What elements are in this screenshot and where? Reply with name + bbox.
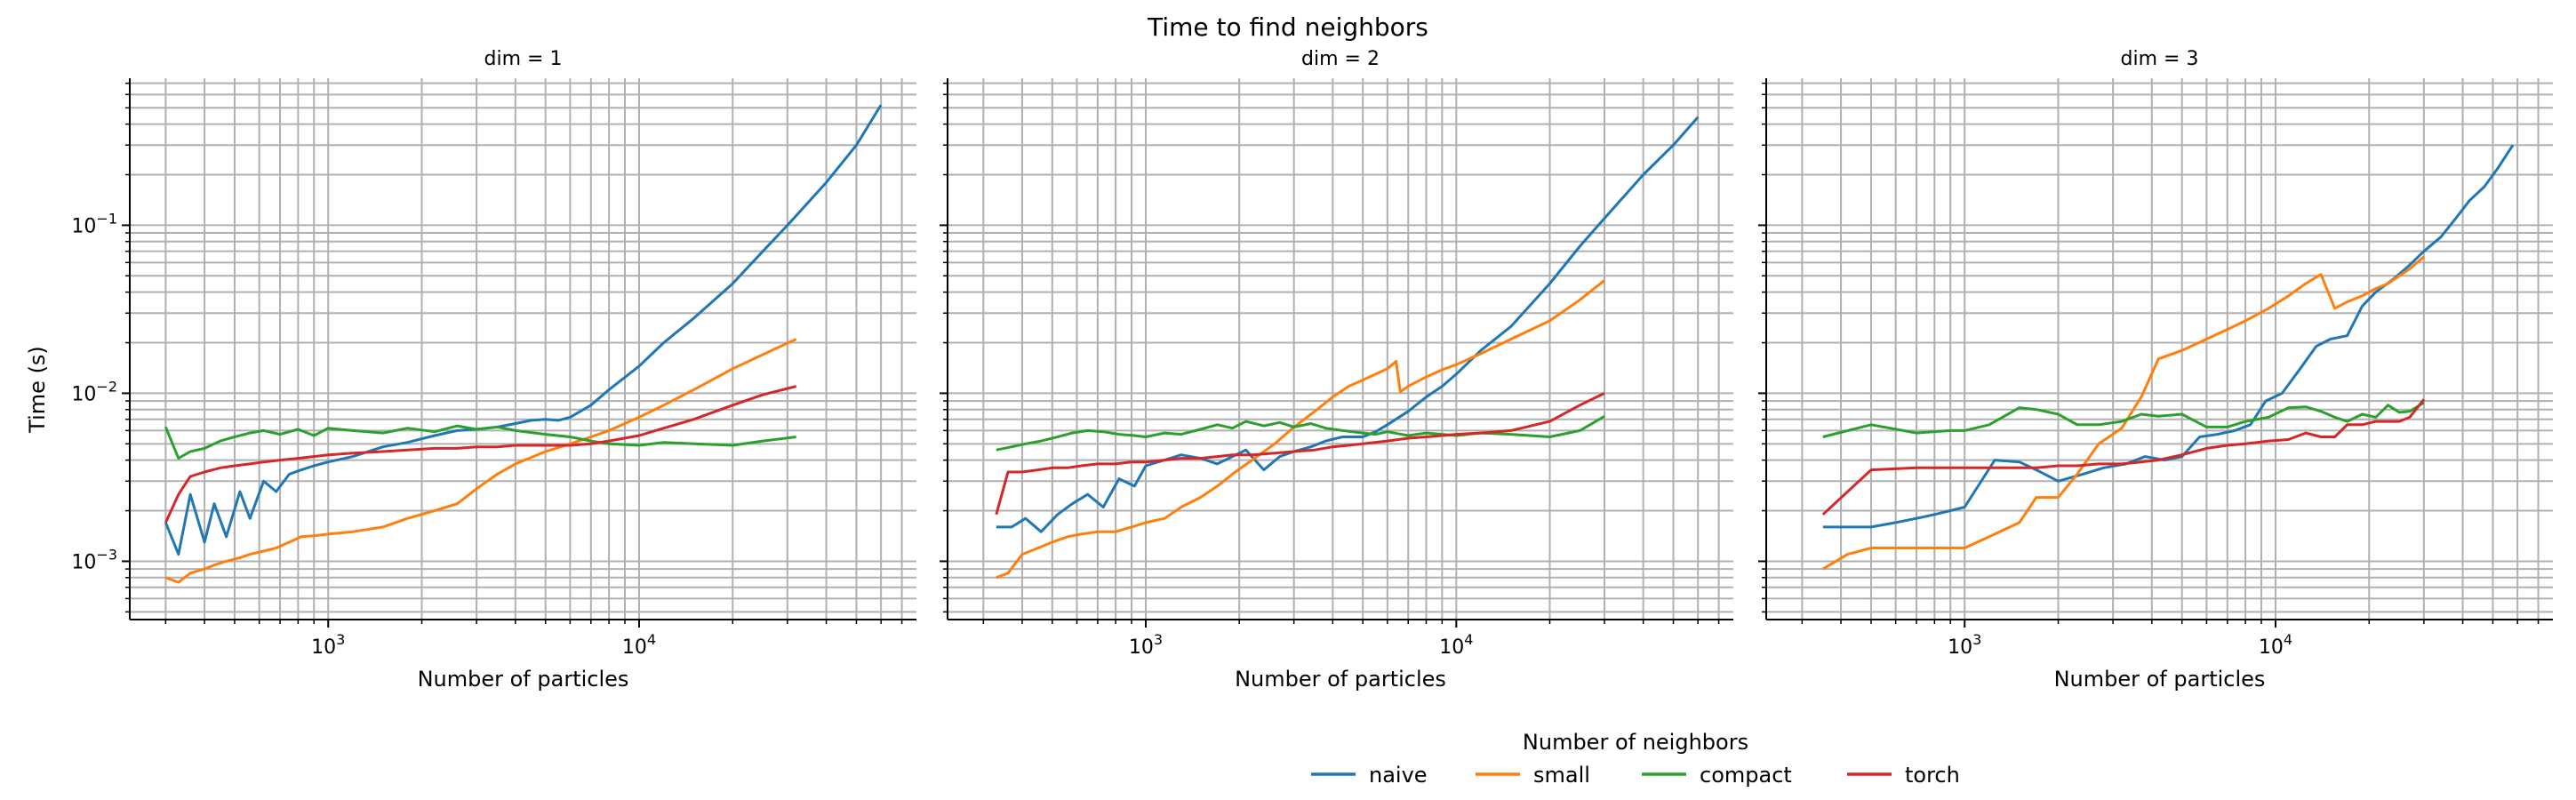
gridlines [130,78,916,620]
y-tick-label: 10−2 [71,378,117,405]
legend: Number of neighbors naive small compact tor… [1311,730,1960,788]
legend-label-naive: naive [1369,763,1428,788]
x-tick-label: 104 [1439,631,1473,659]
series-line-torch [164,385,797,524]
x-tick-label: 103 [1948,631,1981,659]
legend-label-torch: torch [1905,763,1960,788]
series-line-naive [1822,144,2515,529]
x-tick-label: 103 [311,631,345,659]
series-line-small [996,279,1605,580]
panel-title: dim = 2 [1301,48,1380,70]
chart-title: Time to find neighbors [1147,12,1428,42]
panel-title: dim = 1 [484,48,563,70]
x-tick-label: 104 [2259,631,2292,659]
series-line-torch [1821,398,2426,516]
y-tick-label: 10−3 [71,546,117,573]
x-axis-label: Number of particles [2054,667,2266,692]
gridlines [1766,78,2553,620]
legend-label-compact: compact [1700,763,1792,788]
panel-title: dim = 3 [2121,48,2199,70]
series-line-torch [995,392,1605,516]
panel-1: 103 104 10−3 10−2 10−1 dim = 1 Number of parti… [71,48,916,692]
panel-3: 103 104 dim = 3 Number of particles [1758,48,2553,692]
series-line-naive [996,116,1700,533]
x-tick-label: 103 [1129,631,1163,659]
y-axis-label: Time (s) [25,346,50,434]
series-line-naive [164,104,883,556]
panels: 103 104 10−3 10−2 10−1 dim = 1 Number of parti… [71,48,2553,692]
series-line-compact [1822,401,2425,438]
panel-2: 103 104 dim = 2 Number of particles [940,48,1733,692]
x-axis-label: Number of particles [1235,667,1446,692]
legend-label-small: small [1533,763,1590,788]
x-tick-label: 104 [622,631,656,659]
series-line-compact [164,424,796,460]
series-line-small [164,338,797,584]
legend-entries: naive small compact torch [1311,763,1960,788]
legend-title: Number of neighbors [1523,730,1748,755]
series-line-small [1822,255,2425,571]
gridlines [948,78,1733,620]
y-tick-label: 10−1 [71,210,117,237]
x-axis-label: Number of particles [418,667,629,692]
